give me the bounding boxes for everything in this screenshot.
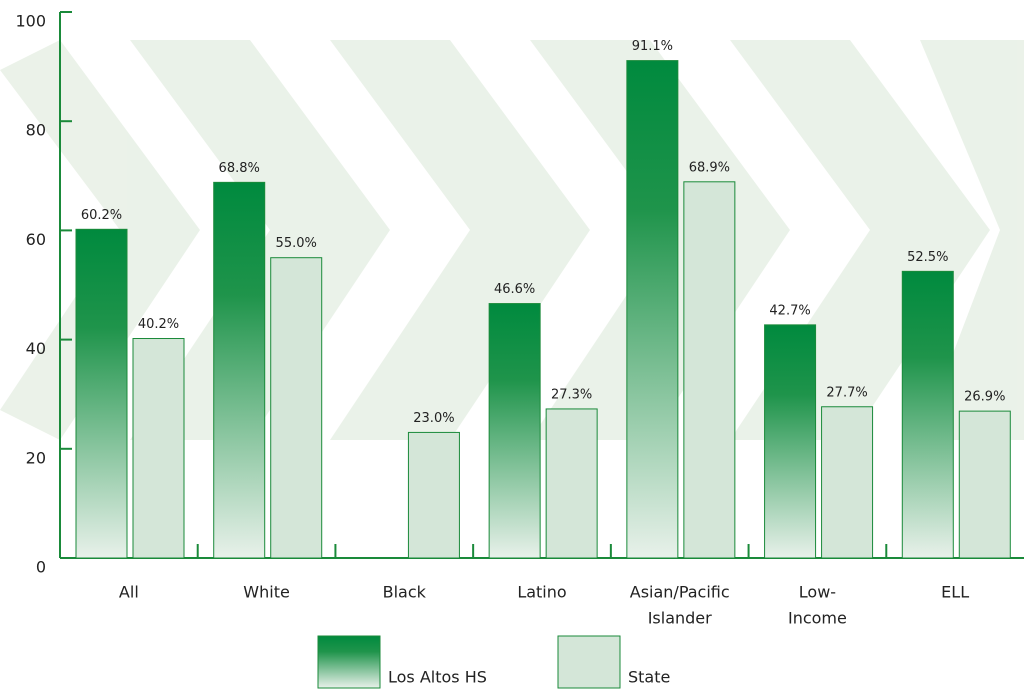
y-tick-label: 0	[36, 558, 46, 577]
bar	[683, 181, 736, 559]
y-tick-label: 100	[15, 12, 46, 31]
x-tick-label: Low-	[799, 583, 836, 602]
bar	[958, 410, 1011, 559]
bar	[488, 303, 541, 559]
value-label: 23.0%	[413, 411, 454, 426]
y-tick-label: 20	[26, 448, 46, 467]
value-label: 60.2%	[81, 208, 122, 223]
bar	[821, 406, 874, 559]
bar	[75, 228, 128, 559]
y-tick-label: 60	[26, 230, 46, 249]
value-label: 91.1%	[632, 39, 673, 54]
bar	[545, 408, 598, 559]
value-label: 52.5%	[907, 250, 948, 265]
x-tick-label: Islander	[648, 609, 712, 628]
bar	[407, 431, 460, 559]
x-tick-label: Asian/Pacific	[630, 583, 730, 602]
legend-swatch	[557, 635, 621, 689]
x-tick-label: Income	[788, 609, 847, 628]
bar	[764, 324, 817, 559]
bar	[132, 338, 185, 559]
x-tick-label: White	[243, 583, 290, 602]
y-tick-label: 80	[26, 121, 46, 140]
value-label: 68.8%	[219, 161, 260, 176]
bar	[213, 181, 266, 559]
value-label: 55.0%	[276, 236, 317, 251]
value-label: 27.7%	[826, 385, 867, 400]
value-label: 40.2%	[138, 317, 179, 332]
legend-label: State	[628, 668, 670, 687]
value-label: 68.9%	[689, 160, 730, 175]
bar	[270, 257, 323, 559]
legend-label: Los Altos HS	[388, 668, 487, 687]
legend-swatch	[317, 635, 381, 689]
value-label: 27.3%	[551, 387, 592, 402]
x-tick-label: ELL	[941, 583, 969, 602]
bar	[626, 60, 679, 559]
value-label: 42.7%	[769, 303, 810, 318]
x-tick-label: Latino	[517, 583, 566, 602]
y-tick-label: 40	[26, 339, 46, 358]
x-tick-label: All	[119, 583, 139, 602]
bar	[901, 270, 954, 559]
value-label: 26.9%	[964, 390, 1005, 405]
value-label: 46.6%	[494, 282, 535, 297]
x-tick-label: Black	[383, 583, 427, 602]
